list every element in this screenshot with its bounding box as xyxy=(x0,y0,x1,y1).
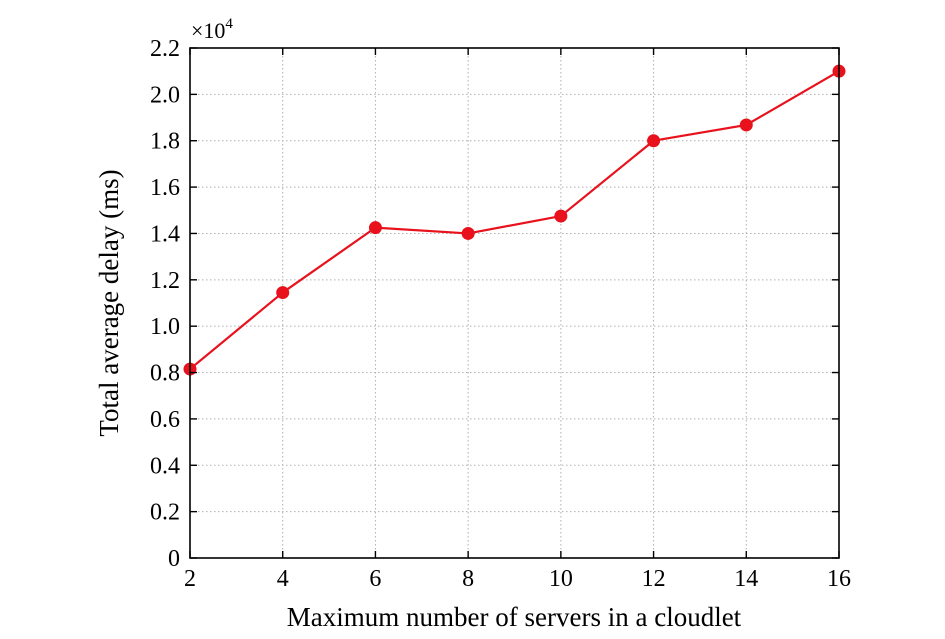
y-axis-multiplier: ×104 xyxy=(191,16,233,43)
y-axis-label: Total average delay (ms) xyxy=(94,169,124,436)
data-point xyxy=(461,226,475,240)
y-tick-label: 1.6 xyxy=(150,175,180,201)
y-tick-label: 0.2 xyxy=(150,500,180,526)
y-tick-label: 0 xyxy=(168,546,180,572)
x-tick-label: 14 xyxy=(734,566,758,592)
grid-lines xyxy=(190,48,839,558)
data-point xyxy=(647,134,661,148)
y-tick-label: 1.8 xyxy=(150,129,180,155)
x-tick-label: 12 xyxy=(642,566,666,592)
x-tick-label: 2 xyxy=(184,566,196,592)
x-tick-label: 6 xyxy=(369,566,381,592)
x-tick-label: 10 xyxy=(549,566,573,592)
x-tick-label: 8 xyxy=(462,566,474,592)
x-tick-label: 16 xyxy=(827,566,851,592)
series-line xyxy=(189,70,840,370)
y-tick-label: 0.8 xyxy=(150,361,180,387)
y-tick-label: 0.4 xyxy=(150,453,180,479)
y-tick-label: 2.2 xyxy=(150,36,180,62)
x-axis-label: Maximum number of servers in a cloudlet xyxy=(287,602,742,632)
axis-ticks xyxy=(189,47,840,559)
x-tick-label: 4 xyxy=(277,566,289,592)
y-tick-label: 2.0 xyxy=(150,82,180,108)
x-tick-labels: 2 4 6 8 10 12 14 16 xyxy=(184,566,851,592)
data-point xyxy=(554,209,568,223)
y-tick-labels: 0 0.2 0.4 0.6 0.8 1.0 1.2 1.4 1.6 1.8 2.0 2.2 xyxy=(150,36,180,572)
plot-area-frame xyxy=(189,47,840,559)
y-tick-label: 1.0 xyxy=(150,314,180,340)
y-tick-label: 0.6 xyxy=(150,407,180,433)
y-tick-label: 1.4 xyxy=(150,221,180,247)
data-point xyxy=(739,118,753,132)
y-tick-label: 1.2 xyxy=(150,268,180,294)
data-point xyxy=(368,221,382,235)
data-point xyxy=(276,286,290,300)
